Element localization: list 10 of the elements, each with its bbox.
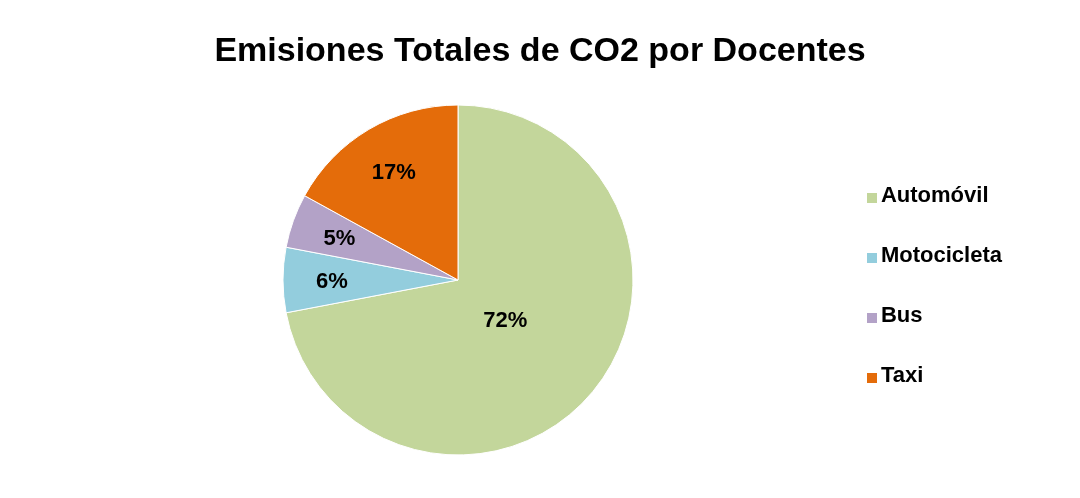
data-label: 17% [371, 159, 416, 185]
legend-label: Taxi [880, 362, 924, 387]
legend-label: Bus [880, 302, 923, 327]
pie-slice [285, 104, 634, 456]
legend-label: Motocicleta [880, 242, 1002, 267]
chart-title: Emisiones Totales de CO2 por Docentes [213, 29, 867, 70]
data-label: 72% [483, 306, 528, 332]
data-label: 6% [316, 267, 348, 293]
legend-label: Automóvil [880, 182, 989, 207]
data-label: 5% [323, 224, 356, 250]
